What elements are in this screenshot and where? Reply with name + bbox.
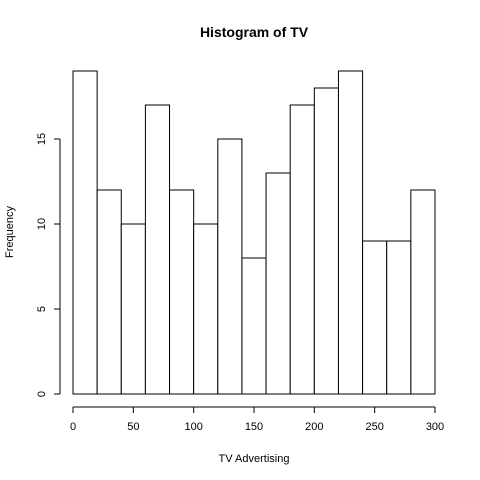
y-axis-label: Frequency [4,206,16,258]
histogram-bar [337,70,364,395]
x-tick-label: 0 [70,421,76,433]
histogram-bar [144,104,171,395]
y-axis: 0 5 10 15 [36,133,61,397]
y-tick-label: 10 [36,218,48,230]
x-axis: 0 50 100 150 200 250 300 [70,406,444,433]
bars-group [72,70,436,395]
histogram-bar [96,189,122,395]
histogram-bar [265,172,291,395]
x-tick-label: 200 [305,421,323,433]
histogram-bar [241,257,267,395]
x-tick-label: 50 [127,421,139,433]
histogram-bar [169,189,195,395]
chart-title: Histogram of TV [200,24,309,40]
x-tick-label: 150 [245,421,263,433]
histogram-bar [72,70,98,395]
x-tick-label: 300 [426,421,444,433]
histogram-bar [120,223,146,395]
histogram-bar [289,104,315,395]
x-tick-label: 250 [365,421,383,433]
histogram-bar [217,138,243,395]
x-tick-label: 100 [184,421,202,433]
y-tick-label: 5 [36,306,48,312]
histogram-bar [362,240,388,395]
histogram-bar [313,87,339,395]
x-axis-label: TV Advertising [219,453,290,465]
histogram-bar [386,240,412,395]
y-tick-label: 15 [36,133,48,145]
histogram-bar [193,223,219,395]
y-tick-label: 0 [36,391,48,397]
histogram-bar [410,189,436,395]
